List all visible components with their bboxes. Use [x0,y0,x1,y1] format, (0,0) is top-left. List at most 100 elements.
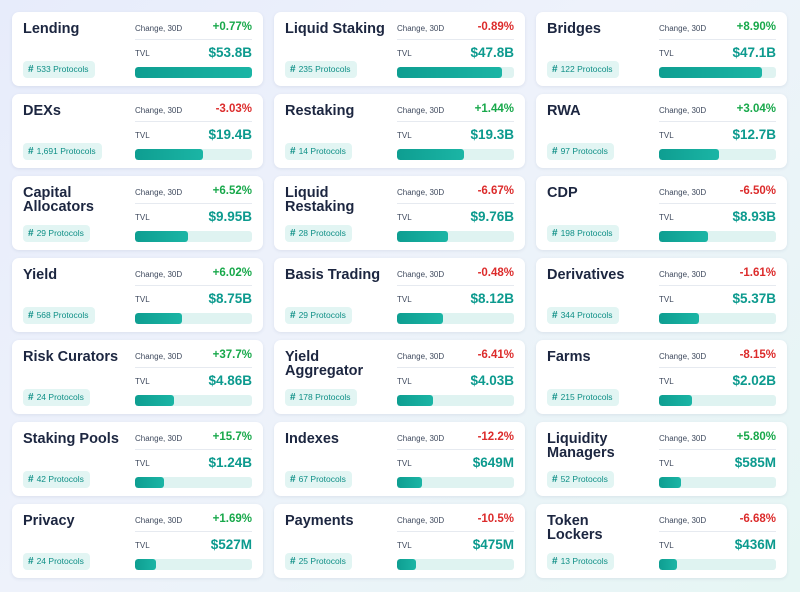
hash-icon: # [290,146,296,157]
change-label: Change, 30D [659,434,707,443]
protocol-count-badge[interactable]: #28 Protocols [285,225,352,242]
tvl-value: $53.8B [208,45,252,60]
category-name[interactable]: Capital Allocators [23,185,94,215]
category-name[interactable]: Yield [23,267,58,283]
protocol-label: Protocols [48,474,84,484]
protocol-count-badge[interactable]: #568 Protocols [23,307,95,324]
category-name[interactable]: RWA [547,103,581,119]
protocol-label: Protocols [310,146,346,156]
protocol-count-badge[interactable]: #178 Protocols [285,389,357,406]
category-name[interactable]: Liquidity Managers [547,431,615,461]
protocol-count-badge[interactable]: #29 Protocols [285,307,352,324]
protocol-count-badge[interactable]: #52 Protocols [547,471,614,488]
protocol-count-badge[interactable]: #235 Protocols [285,61,357,78]
protocol-count-badge[interactable]: #344 Protocols [547,307,619,324]
divider [135,39,252,40]
category-card[interactable]: Derivatives #344 Protocols Change, 30D -… [536,258,787,332]
protocol-count-badge[interactable]: #42 Protocols [23,471,90,488]
hash-icon: # [28,146,34,157]
category-name[interactable]: Farms [547,349,591,365]
category-name[interactable]: Staking Pools [23,431,119,447]
divider [659,449,776,450]
tvl-value: $1.24B [208,455,252,470]
category-card[interactable]: Capital Allocators #29 Protocols Change,… [12,176,263,250]
category-card[interactable]: Yield #568 Protocols Change, 30D +6.02% … [12,258,263,332]
category-name[interactable]: Yield Aggregator [285,349,364,379]
category-card[interactable]: CDP #198 Protocols Change, 30D -6.50% TV… [536,176,787,250]
protocol-label: Protocols [577,64,613,74]
tvl-label: TVL [397,459,412,468]
protocol-count-badge[interactable]: #97 Protocols [547,143,614,160]
category-name[interactable]: Risk Curators [23,349,119,365]
category-name[interactable]: Bridges [547,21,601,37]
tvl-bar-fill [397,67,503,78]
protocol-count: 198 [560,228,575,238]
category-card[interactable]: Restaking #14 Protocols Change, 30D +1.4… [274,94,525,168]
protocol-label: Protocols [577,228,613,238]
category-name[interactable]: DEXs [23,103,61,119]
category-card[interactable]: Staking Pools #42 Protocols Change, 30D … [12,422,263,496]
category-card[interactable]: Privacy #24 Protocols Change, 30D +1.69%… [12,504,263,578]
protocol-count-badge[interactable]: #25 Protocols [285,553,352,570]
protocol-count-badge[interactable]: #24 Protocols [23,553,90,570]
category-name[interactable]: Token Lockers [547,513,603,543]
category-card[interactable]: Basis Trading #29 Protocols Change, 30D … [274,258,525,332]
tvl-label: TVL [135,377,150,386]
divider [659,531,776,532]
hash-icon: # [552,310,558,321]
protocol-label: Protocols [572,556,608,566]
category-card[interactable]: Yield Aggregator #178 Protocols Change, … [274,340,525,414]
protocol-count-badge[interactable]: #198 Protocols [547,225,619,242]
tvl-bar [135,477,252,488]
category-card[interactable]: Liquid Staking #235 Protocols Change, 30… [274,12,525,86]
protocol-count: 24 [36,556,47,566]
protocol-count-badge[interactable]: #215 Protocols [547,389,619,406]
category-card[interactable]: Indexes #67 Protocols Change, 30D -12.2%… [274,422,525,496]
protocol-count-badge[interactable]: #122 Protocols [547,61,619,78]
change-label: Change, 30D [659,516,707,525]
category-card[interactable]: Lending #533 Protocols Change, 30D +0.77… [12,12,263,86]
category-name[interactable]: Derivatives [547,267,625,283]
change-label: Change, 30D [397,106,445,115]
category-name[interactable]: Basis Trading [285,267,381,283]
protocol-count-badge[interactable]: #14 Protocols [285,143,352,160]
category-name[interactable]: Liquid Restaking [285,185,355,215]
protocol-count-badge[interactable]: #29 Protocols [23,225,90,242]
protocol-count-badge[interactable]: #13 Protocols [547,553,614,570]
change-value: -6.50% [739,185,776,197]
divider [397,203,514,204]
tvl-value: $436M [734,537,776,552]
tvl-label: TVL [135,541,150,550]
category-name[interactable]: Payments [285,513,354,529]
category-grid: Lending #533 Protocols Change, 30D +0.77… [12,12,787,578]
hash-icon: # [290,228,296,239]
category-card[interactable]: Liquidity Managers #52 Protocols Change,… [536,422,787,496]
tvl-value: $8.12B [470,291,514,306]
category-card[interactable]: Payments #25 Protocols Change, 30D -10.5… [274,504,525,578]
protocol-count-badge[interactable]: #67 Protocols [285,471,352,488]
category-card[interactable]: Farms #215 Protocols Change, 30D -8.15% … [536,340,787,414]
tvl-bar-fill [397,395,434,406]
category-card[interactable]: Risk Curators #24 Protocols Change, 30D … [12,340,263,414]
tvl-bar-fill [135,313,182,324]
protocol-count-badge[interactable]: #533 Protocols [23,61,95,78]
category-name[interactable]: Indexes [285,431,339,447]
category-name[interactable]: Liquid Staking [285,21,385,37]
category-name[interactable]: Privacy [23,513,75,529]
change-value: -6.67% [477,185,514,197]
category-card[interactable]: RWA #97 Protocols Change, 30D +3.04% TVL… [536,94,787,168]
category-name[interactable]: Restaking [285,103,355,119]
category-card[interactable]: Liquid Restaking #28 Protocols Change, 3… [274,176,525,250]
tvl-bar [135,149,252,160]
category-card[interactable]: Token Lockers #13 Protocols Change, 30D … [536,504,787,578]
category-card[interactable]: DEXs #1,691 Protocols Change, 30D -3.03%… [12,94,263,168]
category-name[interactable]: Lending [23,21,80,37]
category-name[interactable]: CDP [547,185,578,201]
tvl-bar [135,231,252,242]
tvl-value: $19.4B [208,127,252,142]
protocol-count-badge[interactable]: #1,691 Protocols [23,143,102,160]
tvl-label: TVL [397,213,412,222]
protocol-count-badge[interactable]: #24 Protocols [23,389,90,406]
category-card[interactable]: Bridges #122 Protocols Change, 30D +8.90… [536,12,787,86]
hash-icon: # [290,392,296,403]
